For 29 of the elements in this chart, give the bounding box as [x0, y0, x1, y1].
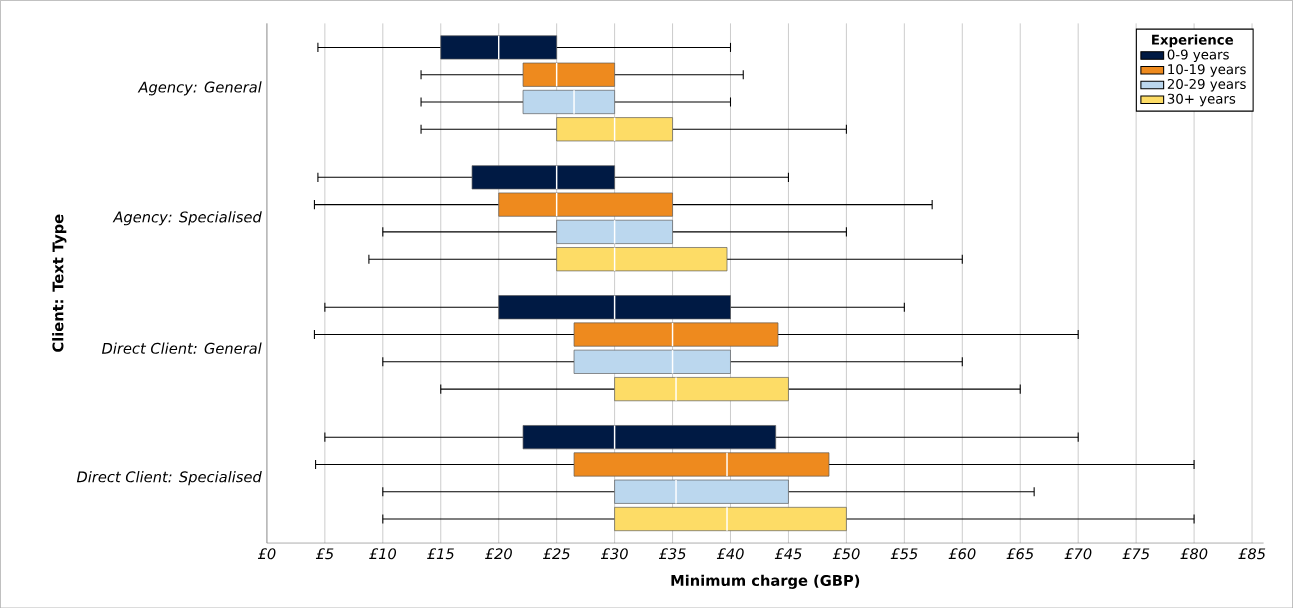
y-tick-label: Agency: Specialised [112, 210, 262, 226]
x-tick-label: £45 [774, 548, 802, 560]
legend-label: 10-19 years [1168, 63, 1246, 77]
y-tick-label: Direct Client: General [101, 342, 262, 354]
x-tick-label: £10 [369, 548, 397, 560]
x-tick-label: £5 [315, 548, 334, 560]
y-axis-title: Client: Text Type [52, 214, 67, 352]
x-tick-label: £80 [1180, 548, 1208, 560]
x-tick-label: £30 [600, 548, 628, 560]
y-tick-label: Agency: General [137, 81, 262, 96]
x-tick-label: £20 [485, 548, 512, 560]
legend-label: 20-29 years [1167, 78, 1246, 92]
x-tick-label: £70 [1064, 548, 1092, 560]
x-tick-label: £55 [890, 548, 918, 560]
x-tick-label: £15 [427, 548, 454, 560]
x-tick-label: £40 [716, 548, 744, 560]
x-tick-label: £60 [948, 548, 976, 560]
x-tick-label: £65 [1006, 548, 1034, 560]
x-tick-label: £85 [1238, 548, 1266, 560]
x-tick-label: £35 [658, 548, 686, 560]
x-tick-label: £50 [832, 548, 860, 560]
legend-label: 30+ years [1167, 93, 1236, 107]
legend-title: Experience [1152, 34, 1234, 48]
y-tick-label: Direct Client: Specialised [76, 470, 262, 485]
x-axis-title: Minimum charge (GBP) [671, 574, 860, 589]
x-tick-label: £75 [1122, 548, 1150, 560]
legend-label: 0-9 years [1167, 49, 1229, 62]
x-tick-label: £25 [543, 548, 570, 560]
x-tick-label: £0 [257, 548, 276, 560]
